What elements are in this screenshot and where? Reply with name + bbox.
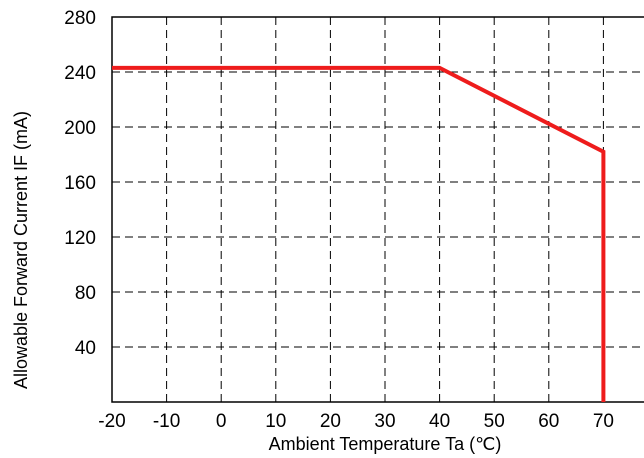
y-tick-label: 240	[64, 63, 96, 84]
y-tick-label: 280	[64, 8, 96, 29]
x-tick-labels: -20 -10 0 10 20 30 40 50 60 70	[98, 411, 614, 432]
x-tick-label: 40	[429, 411, 450, 432]
x-tick-label: 20	[320, 411, 341, 432]
x-tick-label: -20	[98, 411, 125, 432]
plot-frame	[111, 16, 644, 403]
series-line	[112, 65, 606, 402]
x-tick-label: 0	[216, 411, 227, 432]
y-tick-label: 40	[75, 338, 96, 359]
x-tick-label: 50	[484, 411, 505, 432]
x-axis-title: Ambient Temperature Ta (℃)	[269, 434, 502, 454]
grid-lines	[112, 17, 644, 402]
x-tick-label: 10	[265, 411, 286, 432]
y-tick-labels: 40 80 120 160 200 240 280	[64, 8, 96, 359]
x-tick-label: 60	[538, 411, 559, 432]
x-tick-label: -10	[153, 411, 180, 432]
x-tick-label: 30	[374, 411, 395, 432]
x-tick-label: 70	[593, 411, 614, 432]
y-tick-label: 160	[64, 173, 96, 194]
y-tick-label: 120	[64, 228, 96, 249]
y-axis-title: Allowable Forward Current IF (mA)	[11, 111, 31, 389]
y-tick-label: 200	[64, 118, 96, 139]
series-layer	[112, 65, 606, 402]
y-tick-label: 80	[75, 283, 96, 304]
